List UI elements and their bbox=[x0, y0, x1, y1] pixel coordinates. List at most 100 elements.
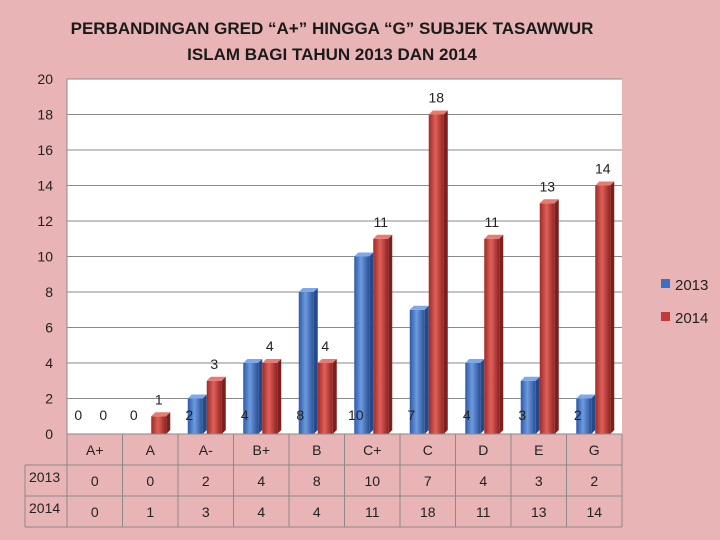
chart-title-line-1: PERBANDINGAN GRED “A+” HINGGA “G” SUBJEK… bbox=[71, 19, 594, 38]
bar-top-2014-A bbox=[151, 412, 171, 417]
data-label-2014-B: 4 bbox=[321, 338, 329, 354]
category-label: B bbox=[312, 442, 321, 458]
bar-top-2013-G bbox=[576, 394, 596, 399]
category-label: G bbox=[589, 442, 600, 458]
bar-side-2013-C+ bbox=[369, 252, 374, 434]
data-label-2014-C: 18 bbox=[428, 90, 444, 106]
y-tick-label: 14 bbox=[37, 178, 53, 194]
bar-top-2014-C+ bbox=[373, 234, 393, 239]
bar-side-2013-G bbox=[591, 394, 596, 434]
bar-2013-A- bbox=[187, 398, 203, 434]
table-cell: 11 bbox=[365, 504, 380, 520]
table-cell: 4 bbox=[257, 504, 265, 520]
y-tick-label: 16 bbox=[37, 142, 53, 158]
legend-label-2014: 2014 bbox=[675, 310, 708, 327]
table-cell: 0 bbox=[91, 473, 99, 489]
bar-2013-C+ bbox=[354, 256, 370, 434]
table-cell: 4 bbox=[313, 504, 321, 520]
y-tick-label: 8 bbox=[45, 284, 53, 300]
bar-top-2014-G bbox=[595, 181, 615, 186]
bar-top-2014-C bbox=[428, 110, 448, 115]
bar-side-2013-D bbox=[480, 359, 485, 434]
table-cell: 3 bbox=[202, 504, 210, 520]
data-label-2014-C+: 11 bbox=[373, 214, 388, 230]
legend: 2013 2014 bbox=[661, 277, 708, 327]
category-label: A bbox=[146, 442, 156, 458]
bar-side-2014-E bbox=[554, 199, 559, 434]
data-label-2013-B: 8 bbox=[296, 407, 304, 423]
category-label: E bbox=[534, 442, 543, 458]
table-cell: 7 bbox=[424, 473, 432, 489]
table-cell: 0 bbox=[91, 504, 99, 520]
legend-swatch-2013 bbox=[661, 279, 670, 288]
bar-top-2014-D bbox=[484, 234, 504, 239]
bar-side-2014-A bbox=[166, 412, 171, 434]
y-tick-label: 20 bbox=[37, 71, 53, 87]
bar-side-2013-B+ bbox=[258, 359, 263, 434]
y-tick-label: 12 bbox=[37, 213, 53, 229]
table-cell: 0 bbox=[146, 473, 154, 489]
bar-top-2013-B bbox=[298, 288, 318, 292]
y-tick-label: 0 bbox=[45, 426, 53, 442]
data-label-2013-A: 0 bbox=[130, 407, 138, 423]
bar-2013-B+ bbox=[243, 363, 259, 434]
bar-side-2013-E bbox=[535, 376, 540, 434]
y-tick-label: 10 bbox=[37, 249, 53, 265]
data-label-2013-A-: 2 bbox=[185, 407, 193, 423]
bar-side-2014-C bbox=[443, 110, 448, 434]
legend-swatch-2014 bbox=[661, 312, 670, 321]
table-cell: 14 bbox=[586, 504, 602, 520]
category-label: A+ bbox=[86, 442, 104, 458]
data-label-2013-C+: 10 bbox=[348, 407, 364, 423]
data-label-2013-D: 4 bbox=[463, 407, 471, 423]
bar-side-2013-A- bbox=[202, 394, 207, 434]
bar-2014-C bbox=[428, 114, 444, 434]
table-cell: 18 bbox=[420, 504, 436, 520]
bar-2014-D bbox=[484, 238, 500, 434]
bar-2014-E bbox=[539, 203, 555, 434]
data-label-2013-G: 2 bbox=[574, 407, 582, 423]
bar-side-2013-B bbox=[313, 288, 318, 434]
gridlines bbox=[66, 78, 622, 435]
table-cell: 4 bbox=[479, 473, 487, 489]
data-label-2013-B+: 4 bbox=[241, 407, 249, 423]
bar-2014-C+ bbox=[373, 238, 389, 434]
table-cell: 3 bbox=[535, 473, 543, 489]
y-axis-ticks: 0 2 4 6 8 10 12 14 16 18 20 bbox=[37, 71, 53, 442]
bar-2013-G bbox=[576, 398, 592, 434]
bar-2014-A bbox=[151, 416, 167, 434]
bars: 0 0 0 1 2 3 4 4 8 4 10 11 7 18 4 11 3 13 2 14 bbox=[74, 90, 615, 434]
bar-2013-B bbox=[298, 292, 314, 434]
y-tick-label: 2 bbox=[45, 391, 53, 407]
bar-side-2014-B bbox=[332, 359, 337, 434]
table-cell: 11 bbox=[476, 504, 491, 520]
table-row-label-2014: 2014 bbox=[29, 500, 60, 516]
table-cell: 4 bbox=[257, 473, 265, 489]
bar-top-2014-E bbox=[539, 199, 559, 204]
bar-top-2013-D bbox=[465, 359, 485, 363]
table-cell: 2 bbox=[202, 473, 210, 489]
category-label: C bbox=[423, 442, 433, 458]
bar-2014-G bbox=[595, 185, 611, 434]
bar-side-2014-C+ bbox=[388, 234, 393, 434]
data-label-2014-D: 11 bbox=[484, 214, 499, 230]
data-label-2013-C: 7 bbox=[407, 407, 415, 423]
data-label-2013-A+: 0 bbox=[74, 407, 82, 423]
bar-top-2013-B+ bbox=[243, 359, 263, 363]
bar-side-2014-G bbox=[610, 181, 615, 434]
data-label-2014-E: 13 bbox=[539, 178, 555, 194]
bar-side-2014-A- bbox=[221, 376, 226, 434]
y-tick-label: 18 bbox=[37, 107, 53, 123]
table-cell: 1 bbox=[146, 504, 154, 520]
bar-2014-B+ bbox=[262, 363, 278, 434]
bar-top-2014-B+ bbox=[262, 359, 282, 363]
category-label: C+ bbox=[363, 442, 381, 458]
bar-top-2013-E bbox=[520, 376, 540, 381]
bar-2013-E bbox=[520, 380, 536, 434]
legend-label-2013: 2013 bbox=[675, 277, 708, 294]
bar-top-2013-A- bbox=[187, 394, 207, 399]
data-label-2014-G: 14 bbox=[595, 161, 611, 177]
data-label-2014-A: 1 bbox=[155, 391, 163, 407]
bar-top-2014-B bbox=[317, 359, 337, 363]
